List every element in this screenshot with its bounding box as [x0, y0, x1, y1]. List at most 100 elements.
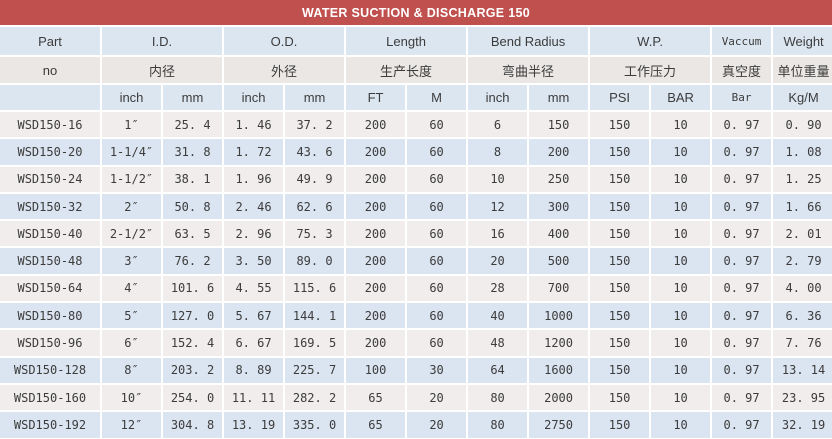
- weight-kgm: 4. 00: [771, 273, 832, 304]
- part-no: WSD150-48: [0, 246, 102, 276]
- weight-kgm: 7. 76: [771, 328, 832, 358]
- length-m: 60: [405, 246, 469, 276]
- od-inch: 1. 72: [222, 137, 286, 167]
- col-header-id: I.D.: [99, 25, 225, 57]
- od-inch: 3. 50: [222, 246, 286, 276]
- wp-psi: 150: [588, 137, 652, 167]
- unit-length-m: M: [405, 83, 469, 112]
- wp-bar: 10: [649, 328, 713, 358]
- table-row: WSD150-20 1-1/4″ 31. 8 1. 72 43. 6 200 60 8 200 1…: [0, 137, 832, 167]
- od-mm: 37. 2: [283, 109, 347, 140]
- unit-id-mm: mm: [160, 83, 225, 112]
- weight-kgm: 0. 90: [771, 109, 832, 140]
- bend-radius-mm: 1200: [527, 328, 591, 358]
- col-header-part-blank: [0, 83, 102, 112]
- weight-kgm: 6. 36: [771, 301, 832, 331]
- spec-table: Part I.D. O.D. Length Bend Radius W.P. V…: [0, 25, 832, 439]
- bend-radius-inch: 6: [466, 109, 530, 140]
- length-m: 60: [405, 301, 469, 331]
- wp-psi: 150: [588, 191, 652, 222]
- bend-radius-inch: 8: [466, 137, 530, 167]
- vaccum-bar: 0. 97: [710, 219, 774, 249]
- od-inch: 8. 89: [222, 355, 286, 385]
- part-no: WSD150-128: [0, 355, 102, 385]
- length-m: 60: [405, 191, 469, 222]
- wp-psi: 150: [588, 109, 652, 140]
- unit-wp-psi: PSI: [588, 83, 652, 112]
- id-mm: 31. 8: [160, 137, 225, 167]
- od-inch: 6. 67: [222, 328, 286, 358]
- od-mm: 43. 6: [283, 137, 347, 167]
- od-mm: 49. 9: [283, 164, 347, 194]
- wp-bar: 10: [649, 191, 713, 222]
- part-no: WSD150-96: [0, 328, 102, 358]
- id-inch: 4″: [100, 273, 163, 304]
- wp-bar: 10: [649, 355, 713, 385]
- wp-bar: 10: [649, 382, 713, 413]
- bend-radius-mm: 200: [527, 137, 591, 167]
- vaccum-bar: 0. 97: [710, 273, 774, 304]
- table-row: WSD150-16 1″ 25. 4 1. 46 37. 2 200 60 6 150 150 10…: [0, 109, 832, 140]
- id-inch: 3″: [100, 246, 163, 276]
- od-inch: 1. 96: [222, 164, 286, 194]
- bend-radius-inch: 40: [466, 301, 530, 331]
- bend-radius-mm: 700: [527, 273, 591, 304]
- col-header-part: Part: [0, 25, 102, 57]
- id-inch: 1″: [100, 109, 163, 140]
- table-row: WSD150-192 12″ 304. 8 13. 19 335. 0 65 20 80 275…: [0, 410, 832, 439]
- id-mm: 203. 2: [160, 355, 225, 385]
- wp-bar: 10: [649, 410, 713, 439]
- wp-psi: 150: [588, 328, 652, 358]
- col-header-length-zh: 生产长度: [344, 55, 469, 85]
- wp-bar: 10: [649, 219, 713, 249]
- length-ft: 200: [344, 137, 408, 167]
- id-inch: 2-1/2″: [100, 219, 163, 249]
- table-row: WSD150-64 4″ 101. 6 4. 55 115. 6 200 60 28 700 15…: [0, 273, 832, 304]
- unit-wp-bar: BAR: [649, 83, 713, 112]
- bend-radius-inch: 80: [466, 410, 530, 439]
- table-row: WSD150-96 6″ 152. 4 6. 67 169. 5 200 60 48 1200 1…: [0, 328, 832, 358]
- id-mm: 101. 6: [160, 273, 225, 304]
- length-m: 60: [405, 164, 469, 194]
- vaccum-bar: 0. 97: [710, 355, 774, 385]
- bend-radius-mm: 2000: [527, 382, 591, 413]
- id-mm: 38. 1: [160, 164, 225, 194]
- col-header-weight-zh: 单位重量: [771, 55, 832, 85]
- vaccum-bar: 0. 97: [710, 410, 774, 439]
- wp-psi: 150: [588, 273, 652, 304]
- part-no: WSD150-64: [0, 273, 102, 304]
- bend-radius-inch: 16: [466, 219, 530, 249]
- unit-bend-radius-inch: inch: [466, 83, 530, 112]
- weight-kgm: 2. 01: [771, 219, 832, 249]
- vaccum-bar: 0. 97: [710, 191, 774, 222]
- length-ft: 200: [344, 301, 408, 331]
- unit-bend-radius-mm: mm: [527, 83, 591, 112]
- length-ft: 200: [344, 191, 408, 222]
- part-no: WSD150-40: [0, 219, 102, 249]
- weight-kgm: 32. 19: [771, 410, 832, 439]
- id-inch: 10″: [100, 382, 163, 413]
- header-row-en: Part I.D. O.D. Length Bend Radius W.P. V…: [0, 25, 832, 57]
- length-m: 60: [405, 273, 469, 304]
- table-row: WSD150-80 5″ 127. 0 5. 67 144. 1 200 60 40 1000 1…: [0, 301, 832, 331]
- length-ft: 200: [344, 219, 408, 249]
- od-mm: 144. 1: [283, 301, 347, 331]
- vaccum-bar: 0. 97: [710, 246, 774, 276]
- weight-kgm: 1. 08: [771, 137, 832, 167]
- col-header-wp: W.P.: [588, 25, 713, 57]
- part-no: WSD150-32: [0, 191, 102, 222]
- table-row: WSD150-48 3″ 76. 2 3. 50 89. 0 200 60 20 500 150 1…: [0, 246, 832, 276]
- id-mm: 304. 8: [160, 410, 225, 439]
- id-mm: 254. 0: [160, 382, 225, 413]
- od-inch: 2. 96: [222, 219, 286, 249]
- bend-radius-mm: 500: [527, 246, 591, 276]
- col-header-vaccum-zh: 真空度: [710, 55, 774, 85]
- od-inch: 13. 19: [222, 410, 286, 439]
- od-inch: 2. 46: [222, 191, 286, 222]
- od-mm: 282. 2: [283, 382, 347, 413]
- length-ft: 200: [344, 246, 408, 276]
- od-mm: 169. 5: [283, 328, 347, 358]
- wp-psi: 150: [588, 246, 652, 276]
- od-mm: 89. 0: [283, 246, 347, 276]
